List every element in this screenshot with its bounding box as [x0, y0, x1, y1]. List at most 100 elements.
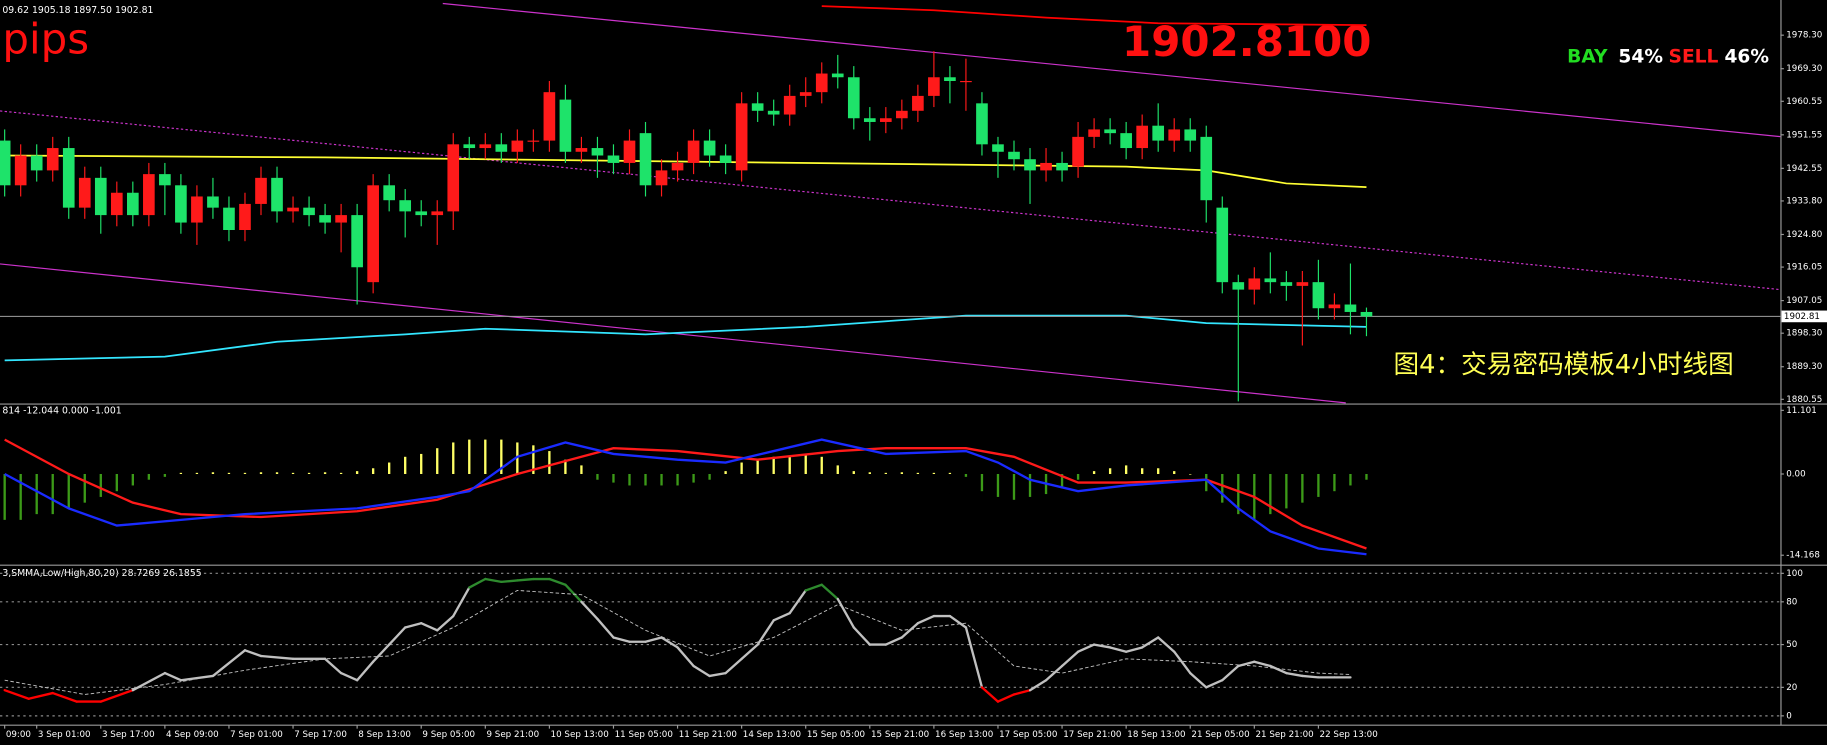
candle-body: [703, 140, 716, 156]
histogram-bar: [548, 451, 551, 474]
histogram-bar: [868, 472, 871, 474]
stoch-segment: [980, 686, 1000, 703]
candle-body: [671, 162, 684, 171]
histogram-bar: [1173, 471, 1176, 474]
candle-body: [335, 215, 347, 223]
histogram-bar: [596, 473, 599, 480]
candle-body: [1152, 125, 1165, 141]
candle-body: [207, 196, 219, 208]
candle-body: [14, 155, 27, 186]
stoch-segment: [644, 636, 663, 643]
candle-body: [687, 140, 700, 163]
histogram-bar: [1092, 471, 1096, 474]
stoch-segment: [99, 689, 134, 703]
histogram-bar: [708, 473, 711, 480]
histogram-bar: [948, 472, 952, 474]
candle-body: [287, 207, 299, 212]
histogram-bar: [35, 473, 38, 515]
y-tick-label: 1907.05: [1786, 296, 1822, 306]
histogram-bar: [179, 472, 183, 474]
histogram-bar: [339, 472, 343, 474]
histogram-bar: [147, 473, 151, 480]
histogram-bar: [1189, 473, 1192, 475]
histogram-bar: [836, 465, 839, 474]
channel-middle: [0, 110, 1781, 291]
stoch-segment: [580, 600, 599, 621]
y-tick-label: 1916.05: [1786, 263, 1822, 273]
histogram-bar: [484, 439, 487, 474]
histogram-bar: [420, 453, 423, 474]
candle-body: [1120, 133, 1132, 149]
y-tick-label: -14.168: [1786, 551, 1820, 561]
stoch-segment: [259, 654, 295, 661]
y-tick-label: 50: [1786, 640, 1797, 650]
stoch-segment: [131, 671, 167, 692]
stoch-segment: [452, 586, 471, 618]
y-tick-label: 0.00: [1786, 469, 1805, 479]
stoch-segment: [756, 619, 775, 646]
stoch-segment: [1221, 664, 1240, 682]
histogram-bar: [1141, 468, 1144, 474]
stoch-segment: [1141, 636, 1160, 649]
stoch-segment: [1237, 660, 1256, 668]
histogram-bar: [628, 473, 631, 486]
candle-body: [303, 207, 315, 216]
candle-body: [1280, 282, 1293, 286]
candle-body: [1184, 129, 1197, 141]
stoch-segment: [1076, 643, 1096, 653]
histogram-bar: [916, 472, 920, 474]
stoch-segment: [1285, 671, 1304, 678]
candle-body: [431, 211, 444, 216]
stoch-segment: [900, 622, 920, 639]
histogram-bar: [692, 473, 695, 483]
stoch-segment: [1124, 646, 1144, 653]
histogram-bar: [468, 439, 471, 474]
candle-body: [928, 77, 940, 96]
stoch-segment: [420, 622, 439, 632]
sell-label: SELL: [1669, 47, 1719, 68]
stoch-segment: [371, 643, 391, 663]
histogram-bar: [1108, 468, 1112, 474]
stoch-segment: [1012, 689, 1032, 696]
candle-body: [1232, 282, 1245, 290]
stoch-segment: [1253, 660, 1272, 668]
histogram-bar: [227, 472, 231, 474]
stoch-segment: [596, 617, 615, 639]
histogram-bar: [131, 473, 134, 486]
stoch-segment: [948, 614, 968, 629]
stoch-segment: [996, 693, 1016, 703]
candle-body: [896, 110, 908, 119]
stoch-segment: [676, 646, 695, 668]
y-tick-label: 1969.30: [1786, 64, 1822, 74]
candle-body: [639, 133, 652, 186]
histogram-bar: [163, 473, 167, 477]
candle-body: [1008, 151, 1020, 160]
candle-body: [591, 148, 604, 156]
histogram-bar: [1157, 468, 1160, 474]
histogram-bar: [355, 471, 359, 474]
histogram-bar: [115, 473, 118, 492]
histogram-bar: [996, 473, 1000, 497]
candle-body: [575, 148, 588, 152]
histogram-bar: [1028, 473, 1032, 497]
stoch-segment: [692, 664, 711, 678]
price-header: 09.62 1905.18 1897.50 1902.81: [2, 5, 153, 16]
histogram-bar: [83, 473, 86, 503]
overlay-line: [821, 5, 1367, 26]
current-price-box: [1781, 310, 1827, 323]
histogram-bar: [195, 472, 199, 474]
histogram-bar: [1012, 473, 1016, 500]
candle-body: [30, 155, 43, 171]
candle-body: [319, 215, 331, 223]
histogram-bar: [676, 473, 679, 486]
candle-body: [255, 177, 267, 204]
stoch-segment: [243, 649, 263, 658]
overlay-line: [4, 154, 1367, 189]
candle-body: [223, 207, 235, 231]
stoch-segment: [724, 657, 743, 675]
candle-body: [0, 140, 11, 186]
candle-body: [1264, 278, 1277, 283]
candle-body: [607, 155, 620, 163]
candle-body: [1104, 129, 1116, 134]
x-tick-label: 9 Sep 21:00: [486, 730, 539, 740]
